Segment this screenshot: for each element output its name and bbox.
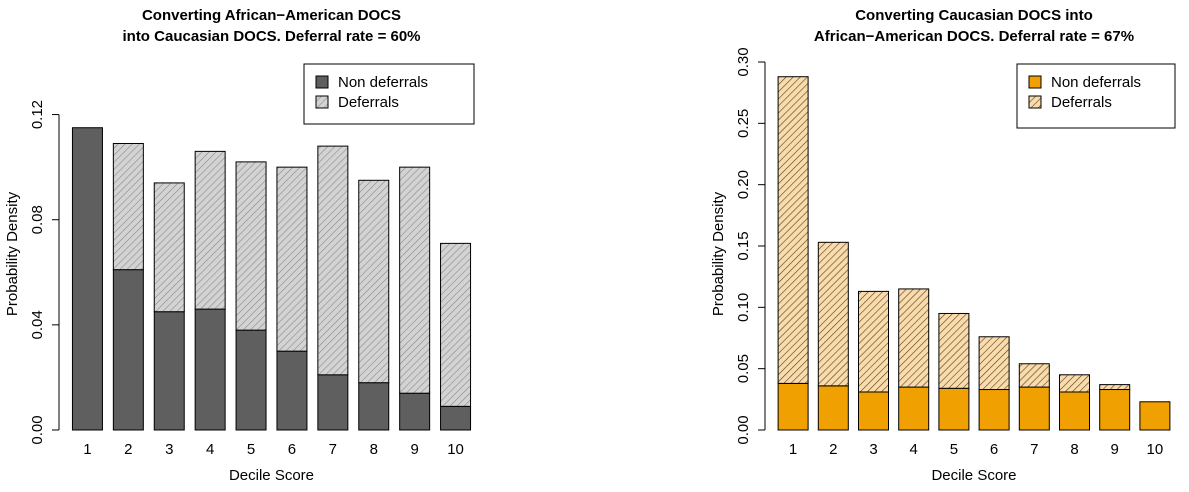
chart-title-line: into Caucasian DOCS. Deferral rate = 60% <box>122 28 420 45</box>
bar-non-deferrals <box>112 269 144 431</box>
bar-non-deferrals <box>71 127 103 431</box>
x-tick-label: 10 <box>1147 441 1164 458</box>
y-tick-label: 0.08 <box>29 205 46 234</box>
legend-swatch <box>315 75 329 89</box>
x-tick-label: 2 <box>829 441 837 458</box>
bar-deferrals <box>358 179 390 384</box>
bar-deferrals <box>1059 374 1090 393</box>
bar-non-deferrals <box>1099 389 1131 431</box>
x-tick-label: 4 <box>910 441 918 458</box>
bar-deferrals <box>276 166 308 352</box>
bar-non-deferrals <box>1059 391 1090 431</box>
bar-deferrals <box>858 290 889 393</box>
legend: Non deferrals Deferrals <box>1016 63 1176 129</box>
y-tick-label: 0.15 <box>735 231 752 260</box>
y-axis-label: Probability Density <box>710 191 727 316</box>
bar-deferrals <box>1018 363 1050 388</box>
legend-swatch <box>1028 95 1042 109</box>
chart-panel-2: Converting Caucasian DOCS into African−Am… <box>710 7 1176 484</box>
bar-non-deferrals <box>978 389 1010 431</box>
x-tick-label: 9 <box>410 441 418 458</box>
x-tick-label: 7 <box>329 441 337 458</box>
bar-deferrals <box>112 142 144 271</box>
bar-non-deferrals <box>858 391 889 431</box>
legend-swatch <box>1028 75 1042 89</box>
bar-non-deferrals <box>1139 401 1171 431</box>
x-tick-label: 3 <box>869 441 877 458</box>
legend-swatch <box>315 95 329 109</box>
x-tick-label: 6 <box>288 441 296 458</box>
legend-label: Deferrals <box>338 94 399 111</box>
chart-panel-1: Converting African−American DOCS into Cau… <box>4 7 475 484</box>
bar-deferrals <box>1099 384 1131 391</box>
y-tick-label: 0.04 <box>29 310 46 339</box>
bar-non-deferrals <box>817 385 849 431</box>
bar-non-deferrals <box>898 386 930 431</box>
bar-non-deferrals <box>194 308 226 431</box>
x-tick-label: 6 <box>990 441 998 458</box>
bar-deferrals <box>938 312 970 389</box>
x-tick-label: 4 <box>206 441 214 458</box>
bar-non-deferrals <box>938 387 970 431</box>
x-tick-label: 2 <box>124 441 132 458</box>
y-tick-label: 0.00 <box>735 415 752 444</box>
bar-non-deferrals <box>440 405 472 431</box>
chart-title-line: Converting African−American DOCS <box>142 7 401 24</box>
bar-deferrals <box>777 76 809 384</box>
x-tick-label: 1 <box>789 441 797 458</box>
bar-non-deferrals <box>399 392 431 431</box>
bar-deferrals <box>399 166 431 394</box>
x-tick-label: 9 <box>1111 441 1119 458</box>
y-tick-label: 0.10 <box>735 293 752 322</box>
x-axis-label: Decile Score <box>931 467 1016 484</box>
bar-non-deferrals <box>777 382 809 431</box>
y-tick-label: 0.25 <box>735 109 752 138</box>
x-tick-label: 7 <box>1030 441 1038 458</box>
bar-deferrals <box>817 241 849 387</box>
bar-non-deferrals <box>235 329 267 431</box>
bar-deferrals <box>153 182 185 313</box>
x-tick-label: 5 <box>247 441 255 458</box>
y-tick-label: 0.30 <box>735 47 752 76</box>
y-tick-label: 0.05 <box>735 354 752 383</box>
y-axis-label: Probability Density <box>4 191 21 316</box>
bar-deferrals <box>440 242 472 407</box>
legend-label: Non deferrals <box>1051 74 1141 91</box>
legend-box <box>303 63 475 125</box>
y-tick-label: 0.12 <box>29 100 46 129</box>
x-tick-label: 8 <box>370 441 378 458</box>
bar-non-deferrals <box>358 382 390 431</box>
bar-non-deferrals <box>153 311 185 431</box>
bar-deferrals <box>194 150 226 310</box>
x-tick-label: 1 <box>83 441 91 458</box>
legend-label: Deferrals <box>1051 94 1112 111</box>
bar-deferrals <box>978 336 1010 391</box>
bar-deferrals <box>235 161 267 331</box>
x-tick-label: 10 <box>447 441 464 458</box>
bar-deferrals <box>317 145 349 376</box>
legend-box <box>1016 63 1176 129</box>
x-tick-label: 8 <box>1070 441 1078 458</box>
x-tick-label: 3 <box>165 441 173 458</box>
x-tick-label: 5 <box>950 441 958 458</box>
x-axis-label: Decile Score <box>229 467 314 484</box>
chart-title-line: African−American DOCS. Deferral rate = 6… <box>814 28 1134 45</box>
y-tick-label: 0.00 <box>29 415 46 444</box>
bar-non-deferrals <box>276 350 308 431</box>
y-tick-label: 0.20 <box>735 170 752 199</box>
chart-title-line: Converting Caucasian DOCS into <box>855 7 1093 24</box>
bar-non-deferrals <box>1018 386 1050 431</box>
bar-non-deferrals <box>317 374 349 431</box>
legend-label: Non deferrals <box>338 74 428 91</box>
bar-deferrals <box>898 288 930 388</box>
legend: Non deferrals Deferrals <box>303 63 475 125</box>
